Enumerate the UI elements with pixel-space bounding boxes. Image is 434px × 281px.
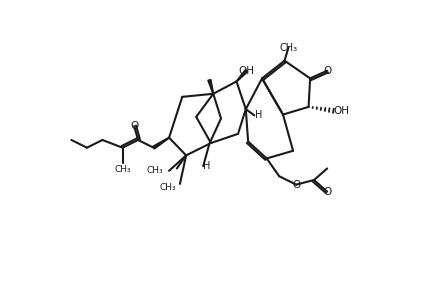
Polygon shape bbox=[236, 70, 247, 82]
Text: OH: OH bbox=[332, 106, 349, 116]
Text: O: O bbox=[130, 121, 138, 131]
Text: OH: OH bbox=[238, 66, 254, 76]
Text: O: O bbox=[322, 66, 331, 76]
Text: O: O bbox=[291, 180, 299, 190]
Text: CH₃: CH₃ bbox=[279, 43, 297, 53]
Text: CH₃: CH₃ bbox=[114, 165, 131, 174]
Polygon shape bbox=[152, 137, 169, 149]
Text: O: O bbox=[322, 187, 331, 197]
Text: H: H bbox=[254, 110, 261, 120]
Text: H: H bbox=[202, 161, 210, 171]
Text: CH₃: CH₃ bbox=[159, 183, 176, 192]
Text: CH₃: CH₃ bbox=[146, 166, 162, 175]
Polygon shape bbox=[207, 80, 213, 94]
